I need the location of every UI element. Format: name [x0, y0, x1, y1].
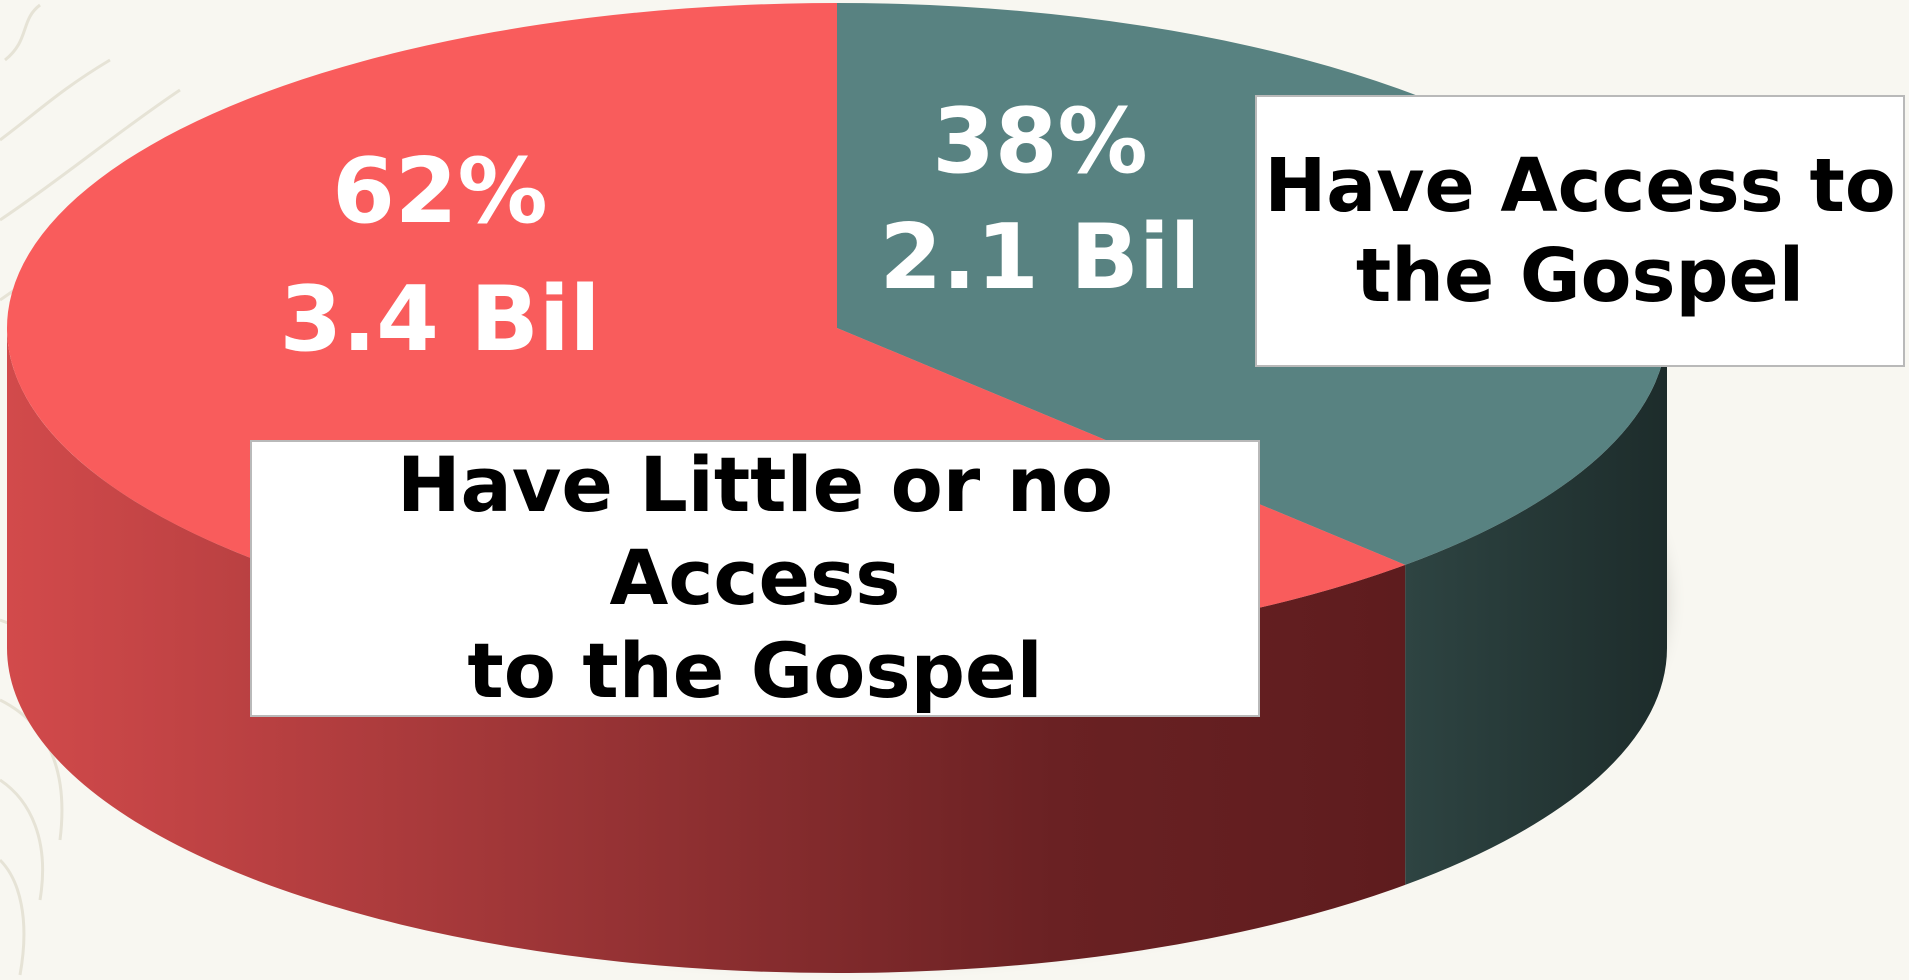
legend-have-access-line-2: the Gospel: [1355, 233, 1805, 319]
pie-label-percent-have-access: 38%: [932, 89, 1147, 194]
legend-have-access: Have Access to the Gospel: [1255, 95, 1905, 367]
pie-label-count-little-or-no-access: 3.4 Bil: [279, 267, 600, 372]
legend-little-or-no-access-line-2: to the Gospel: [467, 625, 1043, 715]
pie-label-count-have-access: 2.1 Bil: [879, 205, 1200, 310]
legend-have-access-line-1: Have Access to: [1264, 142, 1896, 229]
pie-label-percent-little-or-no-access: 62%: [332, 139, 547, 244]
legend-little-or-no-access: Have Little or no Access to the Gospel: [250, 440, 1260, 717]
pie-data-labels: 38% 2.1 Bil 62% 3.4 Bil: [279, 89, 1200, 372]
legend-little-or-no-access-line-1: Have Little or no Access: [396, 440, 1114, 623]
pie-side-have-access: [1405, 328, 1667, 885]
